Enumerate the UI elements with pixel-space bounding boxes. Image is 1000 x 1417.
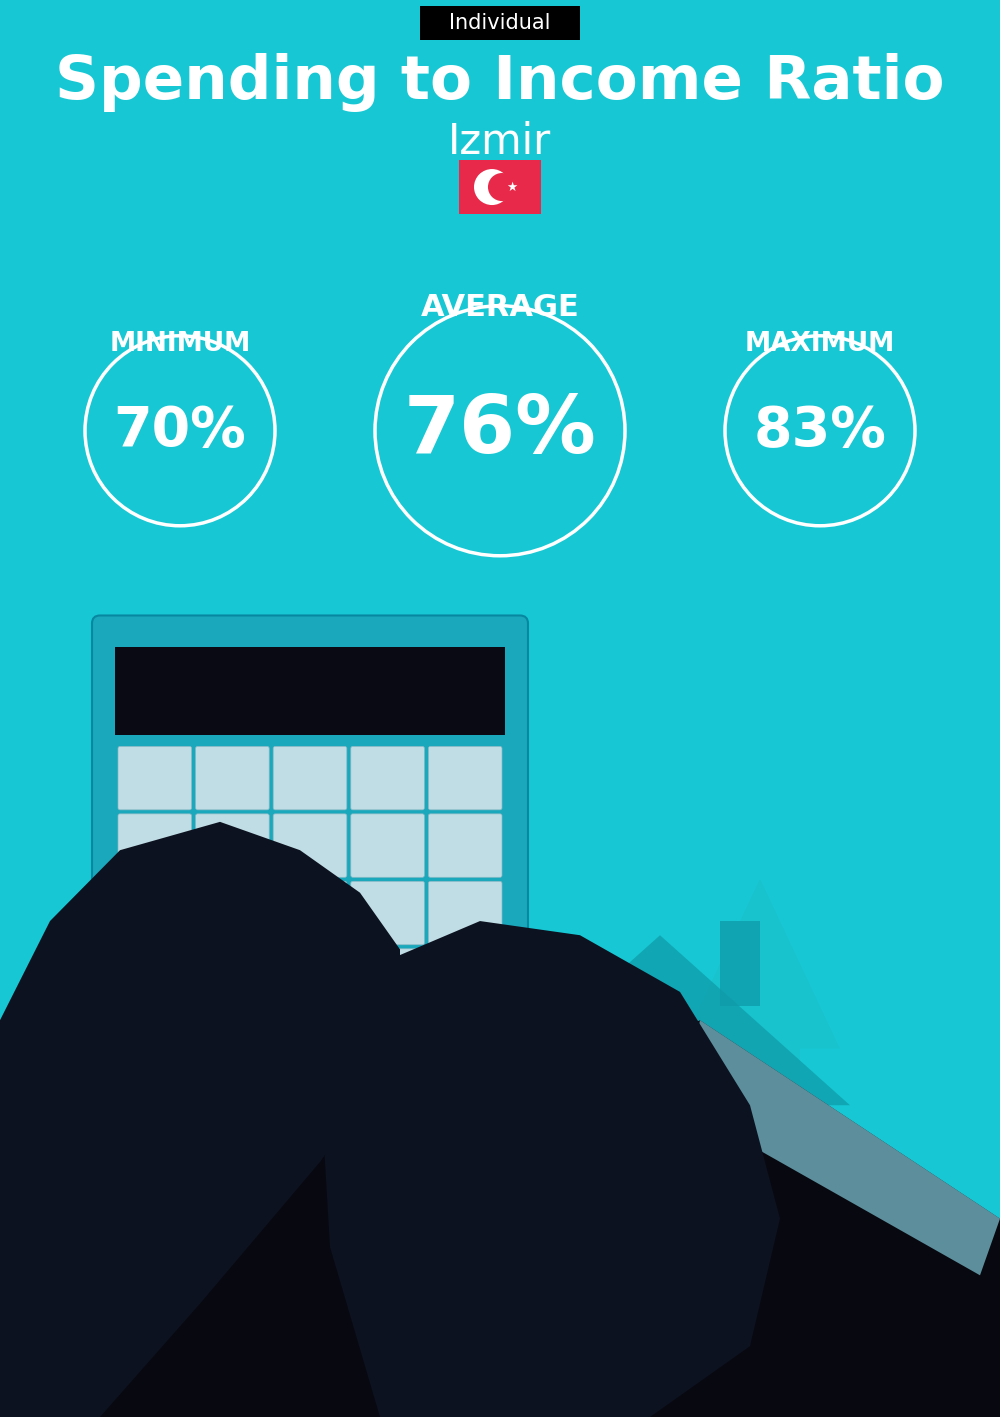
Bar — [550, 1384, 730, 1396]
FancyBboxPatch shape — [420, 6, 580, 40]
FancyBboxPatch shape — [273, 747, 347, 811]
Bar — [500, 1105, 820, 1389]
Bar — [550, 1328, 730, 1339]
Text: Individual: Individual — [449, 13, 551, 33]
Polygon shape — [480, 935, 620, 1275]
FancyBboxPatch shape — [196, 949, 269, 1012]
Bar — [550, 1342, 730, 1353]
FancyBboxPatch shape — [196, 813, 269, 877]
Text: ★: ★ — [506, 180, 518, 194]
FancyBboxPatch shape — [118, 881, 192, 945]
Bar — [459, 160, 541, 214]
Text: 70%: 70% — [114, 404, 246, 458]
FancyBboxPatch shape — [351, 813, 424, 877]
FancyBboxPatch shape — [196, 881, 269, 945]
Text: Spending to Income Ratio: Spending to Income Ratio — [55, 52, 945, 112]
FancyBboxPatch shape — [428, 747, 502, 811]
Polygon shape — [0, 1020, 480, 1417]
Text: $: $ — [914, 1275, 936, 1304]
FancyBboxPatch shape — [196, 747, 269, 811]
FancyBboxPatch shape — [273, 813, 347, 877]
Polygon shape — [520, 1020, 1000, 1417]
FancyBboxPatch shape — [428, 881, 502, 945]
Bar — [720, 921, 760, 1006]
FancyBboxPatch shape — [351, 747, 424, 811]
FancyBboxPatch shape — [118, 949, 192, 1012]
FancyBboxPatch shape — [118, 747, 192, 811]
Bar — [550, 1314, 730, 1325]
Bar — [550, 1356, 730, 1367]
Circle shape — [780, 1246, 910, 1376]
FancyBboxPatch shape — [351, 949, 424, 1012]
Text: 76%: 76% — [404, 391, 596, 470]
Polygon shape — [680, 879, 840, 1304]
Polygon shape — [0, 822, 400, 1417]
FancyBboxPatch shape — [351, 881, 424, 945]
Polygon shape — [320, 921, 780, 1417]
Bar — [820, 1200, 870, 1226]
Circle shape — [474, 169, 510, 205]
Text: MINIMUM: MINIMUM — [109, 332, 251, 357]
Bar — [600, 1219, 690, 1389]
Bar — [115, 648, 505, 734]
FancyBboxPatch shape — [273, 949, 347, 1012]
Text: MAXIMUM: MAXIMUM — [745, 332, 895, 357]
FancyBboxPatch shape — [118, 813, 192, 877]
FancyBboxPatch shape — [273, 881, 347, 945]
Circle shape — [875, 1233, 975, 1332]
Bar — [550, 1370, 730, 1382]
Polygon shape — [470, 935, 850, 1105]
Polygon shape — [680, 1020, 1000, 1275]
Circle shape — [488, 173, 516, 201]
FancyBboxPatch shape — [428, 949, 502, 1012]
Text: $: $ — [830, 1294, 860, 1336]
FancyBboxPatch shape — [92, 615, 528, 1029]
Text: AVERAGE: AVERAGE — [421, 293, 579, 322]
Text: 83%: 83% — [754, 404, 886, 458]
Text: Izmir: Izmir — [448, 120, 552, 163]
Polygon shape — [0, 1020, 320, 1275]
FancyBboxPatch shape — [428, 813, 502, 877]
